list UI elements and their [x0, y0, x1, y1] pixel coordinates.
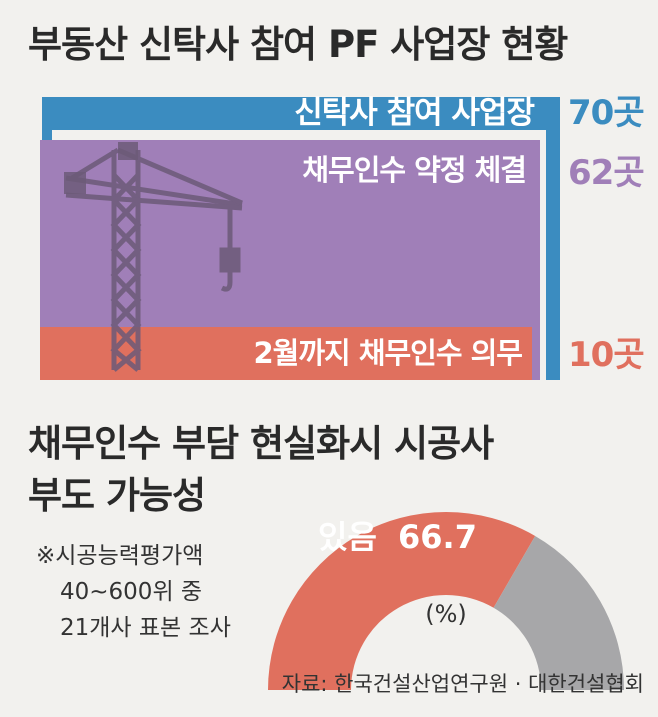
survey-note: ※시공능력평가액 40~600위 중 21개사 표본 조사 — [36, 538, 231, 646]
unit-label: (%) — [425, 600, 467, 628]
value-label-1: 70곳 — [568, 93, 644, 133]
donut-slice-yes — [268, 512, 536, 690]
bottom-chart-title: 채무인수 부담 현실화시 시공사 부도 가능성 — [28, 418, 494, 522]
note-line-2: 40~600위 중 — [60, 579, 203, 605]
nested-area-chart: 신탁사 참여 사업장 채무인수 약정 체결 2월까지 채무인수 의무 70곳 6… — [40, 93, 645, 380]
source-credit: 자료: 한국건설산업연구원 · 대한건설협회 — [281, 672, 644, 696]
bottom-title-line-2: 부도 가능성 — [28, 474, 206, 517]
note-line-1: ※시공능력평가액 — [36, 543, 204, 569]
slice-label-yes: 있음 — [318, 518, 377, 556]
top-chart-title: 부동산 신탁사 참여 PF 사업장 현황 — [28, 23, 568, 66]
note-line-3: 21개사 표본 조사 — [60, 615, 231, 641]
value-label-2: 62곳 — [568, 153, 644, 193]
crane-counterweight — [64, 172, 86, 194]
bottom-title-line-1: 채무인수 부담 현실화시 시공사 — [28, 422, 494, 465]
area-label-3: 2월까지 채무인수 의무 — [254, 336, 523, 370]
half-donut-chart: 있음 66.7 (%) — [268, 512, 624, 690]
crane-cabin — [118, 142, 138, 160]
slice-value-yes: 66.7 — [398, 518, 477, 556]
area-label-2: 채무인수 약정 체결 — [302, 153, 526, 187]
area-label-1: 신탁사 참여 사업장 — [294, 95, 534, 131]
value-label-3: 10곳 — [568, 335, 644, 375]
donut-slice-other — [493, 535, 624, 690]
